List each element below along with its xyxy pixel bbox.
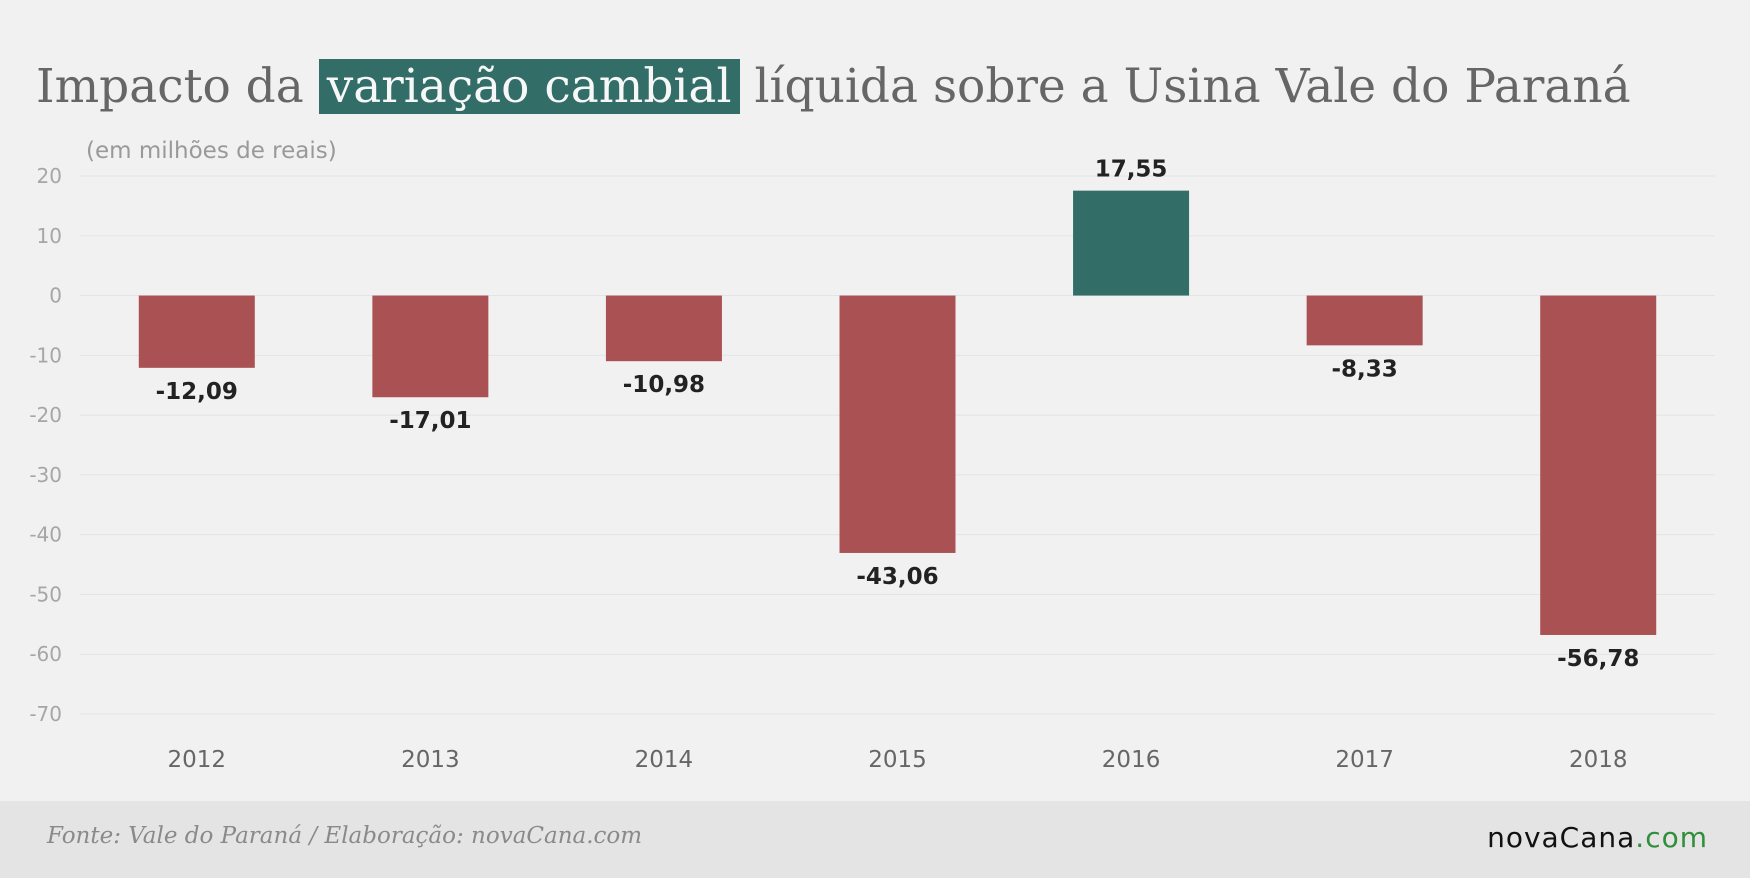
bar <box>1540 295 1657 635</box>
data-label: -10,98 <box>623 372 705 398</box>
x-axis-ticks: 2012 2013 2014 2015 2016 2017 2018 <box>168 747 1628 773</box>
x-tick-label: 2014 <box>635 747 694 773</box>
bar <box>1073 190 1190 296</box>
x-tick-label: 2017 <box>1335 747 1394 773</box>
bar <box>839 295 956 553</box>
y-tick-label: -10 <box>29 343 62 367</box>
data-label: -8,33 <box>1331 356 1397 382</box>
y-tick-label: -40 <box>29 523 62 547</box>
y-axis-ticks: 20 10 0 -10 -20 -30 -40 -50 -60 -70 <box>29 164 62 726</box>
data-label: -43,06 <box>856 564 938 590</box>
data-label: -12,09 <box>156 379 238 405</box>
logo-suffix: .com <box>1635 821 1708 854</box>
source-note: Fonte: Vale do Paraná / Elaboração: nova… <box>47 823 643 849</box>
chart-title: Impacto da variação cambial líquida sobr… <box>36 52 1631 122</box>
title-highlight: variação cambial <box>318 59 740 114</box>
y-tick-label: -30 <box>29 463 62 487</box>
x-tick-label: 2018 <box>1569 747 1628 773</box>
data-label: 17,55 <box>1095 157 1168 183</box>
data-labels: -12,09 -17,01 -10,98 -43,06 17,55 -8,33 -56,78 <box>156 157 1640 672</box>
data-label: -56,78 <box>1557 646 1639 672</box>
y-tick-label: -20 <box>29 403 62 427</box>
unit-note: (em milhões de reais) <box>86 138 337 164</box>
bar <box>372 295 489 398</box>
bar <box>1306 295 1423 346</box>
bar <box>138 295 255 368</box>
logo-main: novaCana <box>1487 821 1636 854</box>
y-tick-label: -70 <box>29 702 62 726</box>
y-tick-label: -50 <box>29 582 62 606</box>
bar <box>605 295 722 362</box>
y-tick-label: 10 <box>37 224 62 248</box>
novacana-logo: novaCana.com <box>1487 821 1708 854</box>
x-tick-label: 2016 <box>1102 747 1161 773</box>
bars <box>138 190 1657 635</box>
x-tick-label: 2013 <box>401 747 460 773</box>
y-tick-label: -60 <box>29 642 62 666</box>
title-part-1: Impacto da <box>36 59 319 114</box>
footer: Fonte: Vale do Paraná / Elaboração: nova… <box>0 801 1750 878</box>
title-part-2: líquida sobre a Usina Vale do Paraná <box>739 59 1631 114</box>
x-tick-label: 2012 <box>168 747 227 773</box>
y-tick-label: 20 <box>37 164 62 188</box>
y-tick-label: 0 <box>49 284 62 308</box>
data-label: -17,01 <box>389 408 471 434</box>
x-tick-label: 2015 <box>868 747 927 773</box>
